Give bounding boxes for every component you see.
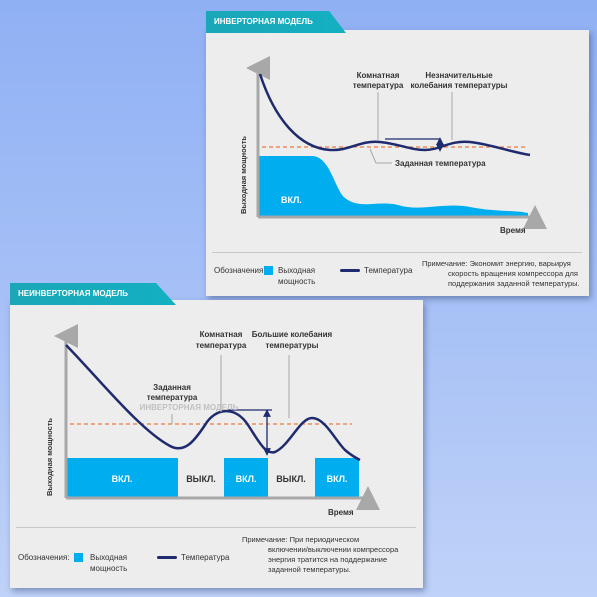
noninverter-block-on-1 bbox=[66, 458, 178, 498]
noninverter-note-1: Примечание: При периодическом bbox=[242, 535, 360, 544]
inverter-note-2: скорость вращения компрессора для bbox=[448, 269, 578, 278]
inverter-y-label: Выходная мощность bbox=[239, 136, 248, 214]
noninverter-block-label-3: ВКЛ. bbox=[236, 474, 257, 484]
inverter-legend-separator bbox=[212, 252, 582, 253]
noninverter-legend-separator bbox=[16, 527, 416, 528]
inverter-note-3: поддержания заданной температуры. bbox=[448, 279, 580, 288]
inverter-setpoint-label: Заданная температура bbox=[395, 159, 486, 168]
noninverter-legend-power-swatch bbox=[74, 553, 83, 562]
noninverter-room-label-1: Комнатная bbox=[200, 330, 243, 339]
inverter-legend-title: Обозначения: bbox=[214, 266, 266, 275]
noninverter-watermark: ИНВЕРТОРНАЯ МОДЕЛЬ bbox=[140, 403, 239, 412]
noninverter-block-on-2 bbox=[224, 458, 268, 498]
noninverter-legend-title: Обозначения: bbox=[18, 553, 70, 562]
inverter-legend-power-swatch bbox=[264, 266, 273, 275]
noninverter-temperature-curve bbox=[65, 344, 361, 462]
noninverter-legend-power-1: Выходная bbox=[90, 553, 128, 562]
noninverter-large-label-1: Большие колебания bbox=[252, 330, 333, 339]
inverter-note-1: Примечание: Экономит энергию, варьируя bbox=[422, 259, 571, 268]
inverter-room-label-2: температура bbox=[353, 81, 404, 90]
noninverter-note-3: энергия тратится на поддержание bbox=[268, 555, 388, 564]
noninverter-panel bbox=[10, 300, 423, 588]
noninverter-room-label-2: температура bbox=[196, 341, 247, 350]
inverter-tab: ИНВЕРТОРНАЯ МОДЕЛЬ bbox=[206, 11, 346, 33]
inverter-legend-temp: Температура bbox=[364, 266, 413, 275]
noninverter-block-label-4: ВЫКЛ. bbox=[276, 474, 306, 484]
inverter-legend-power-2: мощность bbox=[278, 277, 316, 286]
noninverter-block-label-1: ВКЛ. bbox=[112, 474, 133, 484]
noninverter-setpoint-label-1: Заданная bbox=[153, 383, 191, 392]
noninverter-block-label-2: ВЫКЛ. bbox=[186, 474, 216, 484]
noninverter-note-2: включении/выключении компрессора bbox=[268, 545, 399, 554]
noninverter-large-label-2: температуры bbox=[266, 341, 319, 350]
inverter-small-label-2: колебания температуры bbox=[411, 81, 508, 90]
noninverter-diagram: ВКЛ. ВЫКЛ. ВКЛ. ВЫКЛ. ВКЛ. Выходная мощн… bbox=[45, 324, 380, 517]
inverter-power-area bbox=[258, 156, 528, 217]
noninverter-block-on-3 bbox=[315, 458, 359, 498]
noninverter-note-4: заданной температуры. bbox=[268, 565, 351, 574]
noninverter-legend-temp-line bbox=[157, 556, 177, 559]
inverter-temperature-curve bbox=[258, 73, 531, 157]
inverter-small-label-1: Незначительные bbox=[425, 71, 493, 80]
inverter-legend-power-1: Выходная bbox=[278, 266, 316, 275]
inverter-x-label: Время bbox=[500, 226, 526, 235]
inverter-power-label: ВКЛ. bbox=[281, 195, 302, 205]
inverter-room-label-1: Комнатная bbox=[357, 71, 400, 80]
noninverter-block-label-5: ВКЛ. bbox=[327, 474, 348, 484]
inverter-legend-temp-line bbox=[340, 269, 360, 272]
noninverter-x-label: Время bbox=[328, 508, 354, 517]
inverter-diagram: ВКЛ. Выходная мощность Время Комнатная т… bbox=[239, 56, 547, 235]
noninverter-legend-temp: Температура bbox=[181, 553, 230, 562]
noninverter-legend-power-2: мощность bbox=[90, 564, 128, 573]
noninverter-tab: НЕИНВЕРТОРНАЯ МОДЕЛЬ bbox=[10, 283, 176, 305]
inverter-setpoint-leader bbox=[369, 148, 392, 164]
noninverter-setpoint-label-2: температура bbox=[147, 393, 198, 402]
noninverter-y-label: Выходная мощность bbox=[45, 418, 54, 496]
